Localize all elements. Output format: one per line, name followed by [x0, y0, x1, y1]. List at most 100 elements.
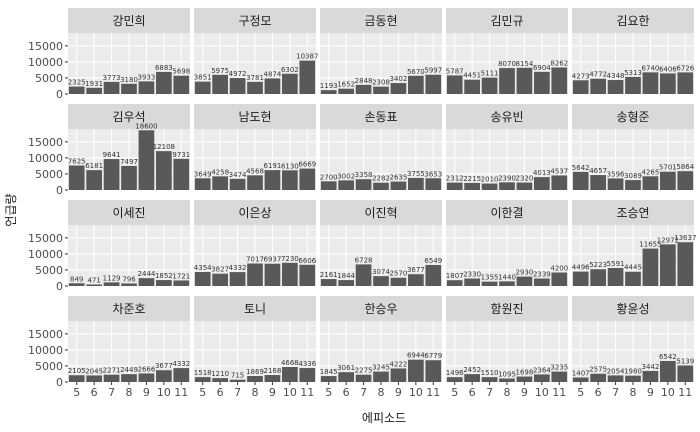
data-label: 5111	[481, 70, 499, 78]
data-label: 2312	[446, 175, 464, 183]
bar	[264, 78, 281, 94]
bar	[425, 178, 442, 190]
bar	[390, 83, 407, 94]
data-label: 2271	[103, 367, 121, 375]
data-label: 1210	[211, 370, 229, 378]
data-label: 3089	[624, 172, 642, 180]
data-label: 12972	[657, 236, 679, 244]
data-label: 2700	[320, 173, 338, 181]
data-label: 2215	[463, 175, 481, 183]
bar	[138, 278, 155, 286]
bar	[247, 263, 263, 286]
x-tick-label: 5	[325, 386, 332, 399]
bar	[572, 171, 589, 190]
bar	[338, 280, 354, 286]
bar	[86, 87, 102, 94]
data-label: 2054	[607, 367, 625, 375]
data-label: 6779	[424, 352, 442, 360]
bar	[607, 178, 624, 190]
bar	[572, 271, 589, 286]
data-label: 7625	[68, 158, 86, 166]
x-tick-label: 11	[300, 386, 314, 399]
bar	[590, 175, 606, 190]
bar	[642, 176, 659, 190]
x-tick-label: 8	[630, 386, 637, 399]
bar	[103, 374, 120, 382]
y-tick-label: 15000	[28, 40, 63, 53]
data-label: 2449	[120, 366, 138, 374]
x-tick-label: 9	[395, 386, 402, 399]
data-label: 4332	[229, 264, 247, 272]
data-label: 3180	[120, 76, 138, 84]
x-tick-label: 11	[426, 386, 440, 399]
data-label: 1652	[337, 81, 355, 89]
bar	[299, 60, 316, 94]
bar	[299, 264, 316, 286]
data-label: 4657	[589, 167, 607, 175]
x-tick-label: 9	[647, 386, 654, 399]
data-label: 5313	[624, 69, 642, 77]
bar	[446, 75, 463, 94]
x-tick-label: 5	[451, 386, 458, 399]
bar	[282, 367, 298, 382]
y-tick-label: 10000	[28, 56, 63, 69]
data-label: 4265	[642, 168, 660, 176]
bar	[590, 373, 606, 382]
bar	[572, 377, 589, 382]
data-label: 6406	[659, 65, 677, 73]
bar	[264, 170, 281, 190]
facet-strip	[194, 296, 316, 321]
data-label: 6606	[298, 257, 316, 265]
x-tick-label: 10	[283, 386, 297, 399]
data-label: 2444	[138, 270, 156, 278]
bar	[212, 74, 228, 94]
x-tick-label: 7	[360, 386, 367, 399]
data-label: 6904	[533, 64, 551, 72]
bar	[212, 176, 228, 190]
facet-strip-label: 함원진	[490, 302, 523, 316]
data-label: 4972	[229, 70, 247, 78]
bar	[390, 181, 407, 190]
data-label: 5997	[424, 67, 442, 75]
x-tick-label: 9	[143, 386, 150, 399]
bar	[481, 377, 498, 382]
data-label: 8154	[516, 60, 534, 68]
x-tick-label: 7	[612, 386, 619, 399]
bar	[373, 371, 389, 382]
data-label: 1721	[172, 272, 190, 280]
bar	[516, 276, 533, 286]
data-label: 471	[87, 276, 100, 284]
bar	[121, 374, 137, 382]
bar	[138, 130, 155, 190]
data-label: 1844	[337, 272, 355, 280]
bar	[390, 368, 407, 382]
data-label: 3596	[607, 170, 625, 178]
bar	[481, 183, 498, 190]
y-tick-label: 15000	[28, 136, 63, 149]
data-label: 11655	[639, 241, 661, 249]
x-tick-label: 11	[552, 386, 566, 399]
facet-strip	[320, 200, 442, 225]
data-label: 7497	[120, 158, 138, 166]
bar	[282, 73, 298, 94]
x-tick-label: 8	[504, 386, 511, 399]
data-label: 2635	[390, 174, 408, 182]
data-label: 3061	[337, 364, 355, 372]
y-tick-label: 15000	[28, 232, 63, 245]
facet-strip-label: 조승연	[616, 206, 649, 220]
data-label: 2330	[463, 271, 481, 279]
bar	[551, 371, 568, 382]
data-label: 2390	[498, 174, 516, 182]
facet-strip-label: 남도현	[238, 110, 271, 124]
data-label: 12108	[153, 143, 175, 151]
data-label: 2452	[463, 366, 481, 374]
facet-strip-label: 송형준	[616, 110, 649, 124]
bar	[534, 177, 550, 190]
data-label: 5975	[211, 67, 229, 75]
bar	[625, 375, 641, 382]
data-label: 6728	[355, 256, 373, 264]
bar	[551, 175, 568, 190]
data-label: 5223	[589, 261, 607, 269]
data-label: 1510	[481, 369, 499, 377]
